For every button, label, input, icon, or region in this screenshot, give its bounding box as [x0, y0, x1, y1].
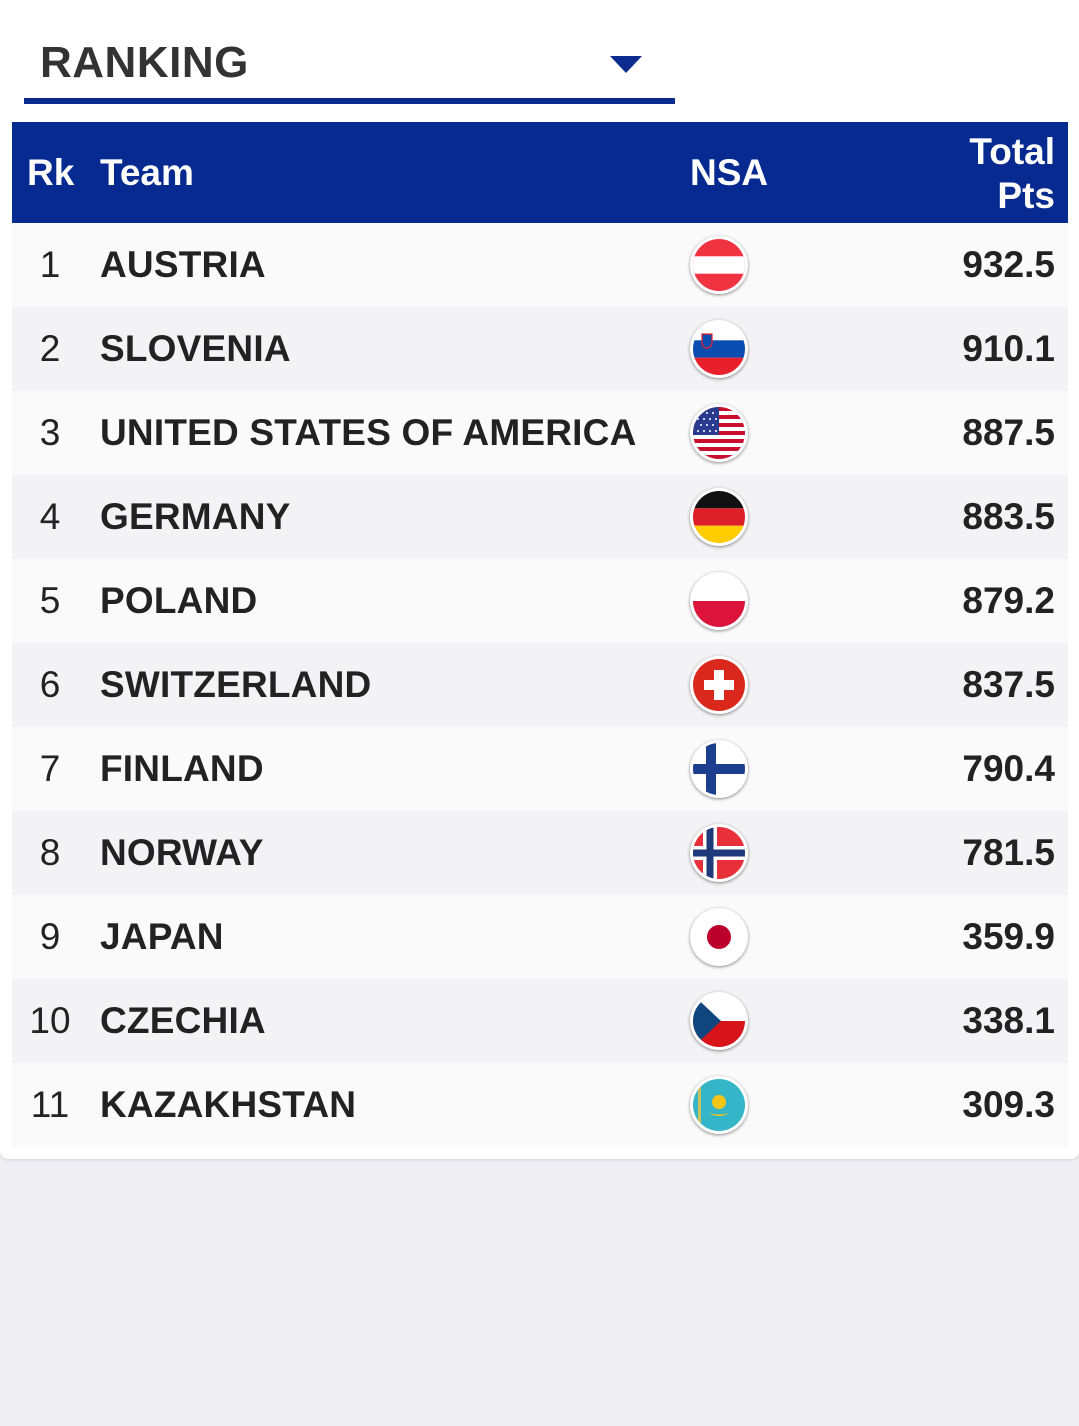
- ranking-card: RANKING Rk Team NSA Total Pts 1 AUSTRIA: [0, 0, 1079, 1159]
- table-row[interactable]: 11 KAZAKHSTAN 309.3: [12, 1063, 1068, 1147]
- header-total-pts[interactable]: Total Pts: [905, 130, 1055, 218]
- kazakhstan-flag-icon: [689, 1075, 749, 1135]
- germany-flag-icon: [689, 487, 749, 547]
- team-name[interactable]: GERMANY: [100, 496, 291, 537]
- points-cell: 309.3: [962, 1084, 1055, 1125]
- ranking-table: Rk Team NSA Total Pts 1 AUSTRIA 932.5: [12, 122, 1068, 1147]
- chevron-down-icon[interactable]: [610, 56, 642, 73]
- team-name[interactable]: SWITZERLAND: [100, 664, 372, 705]
- points-cell: 910.1: [962, 328, 1055, 369]
- table-row[interactable]: 10 CZECHIA 338.1: [12, 979, 1068, 1063]
- table-row[interactable]: 4 GERMANY 883.5: [12, 475, 1068, 559]
- points-cell: 883.5: [962, 496, 1055, 537]
- header-team[interactable]: Team: [100, 152, 194, 193]
- table-row[interactable]: 5 POLAND 879.2: [12, 559, 1068, 643]
- table-row[interactable]: 7 FINLAND 790.4: [12, 727, 1068, 811]
- rank-cell: 6: [39, 664, 61, 705]
- rank-cell: 9: [39, 916, 61, 957]
- rank-cell: 4: [39, 496, 61, 537]
- table-header: Rk Team NSA Total Pts: [12, 122, 1068, 223]
- rank-cell: 8: [39, 832, 61, 873]
- table-row[interactable]: 9 JAPAN 359.9: [12, 895, 1068, 979]
- team-name[interactable]: SLOVENIA: [100, 328, 291, 369]
- norway-flag-icon: [689, 823, 749, 883]
- points-cell: 837.5: [962, 664, 1055, 705]
- czechia-flag-icon: [689, 991, 749, 1051]
- header-total-line1: Total: [969, 131, 1055, 172]
- ranking-dropdown[interactable]: RANKING: [24, 20, 675, 104]
- team-name[interactable]: AUSTRIA: [100, 244, 266, 285]
- rank-cell: 3: [39, 412, 61, 453]
- slovenia-flag-icon: [689, 319, 749, 379]
- poland-flag-icon: [689, 571, 749, 631]
- points-cell: 359.9: [962, 916, 1055, 957]
- points-cell: 790.4: [962, 748, 1055, 789]
- rank-cell: 5: [39, 580, 61, 621]
- points-cell: 338.1: [962, 1000, 1055, 1041]
- header-rank[interactable]: Rk: [27, 152, 75, 193]
- dropdown-label: RANKING: [40, 38, 249, 87]
- table-row[interactable]: 6 SWITZERLAND 837.5: [12, 643, 1068, 727]
- usa-flag-icon: [689, 403, 749, 463]
- table-row[interactable]: 2 SLOVENIA 910.1: [12, 307, 1068, 391]
- team-name[interactable]: KAZAKHSTAN: [100, 1084, 357, 1125]
- rank-cell: 1: [39, 244, 61, 285]
- points-cell: 879.2: [962, 580, 1055, 621]
- table-row[interactable]: 8 NORWAY 781.5: [12, 811, 1068, 895]
- switzerland-flag-icon: [689, 655, 749, 715]
- team-name[interactable]: CZECHIA: [100, 1000, 266, 1041]
- points-cell: 932.5: [962, 244, 1055, 285]
- rank-cell: 11: [30, 1084, 70, 1125]
- table-row[interactable]: 3 UNITED STATES OF AMERICA: [12, 391, 1068, 475]
- team-name[interactable]: NORWAY: [100, 832, 264, 873]
- table-row[interactable]: 1 AUSTRIA 932.5: [12, 223, 1068, 307]
- rank-cell: 10: [29, 1000, 71, 1041]
- team-name[interactable]: UNITED STATES OF AMERICA: [100, 412, 637, 453]
- team-name[interactable]: POLAND: [100, 580, 258, 621]
- points-cell: 781.5: [962, 832, 1055, 873]
- header-nsa[interactable]: NSA: [690, 152, 769, 193]
- rank-cell: 7: [39, 748, 61, 789]
- points-cell: 887.5: [962, 412, 1055, 453]
- finland-flag-icon: [689, 739, 749, 799]
- header-total-line2: Pts: [997, 175, 1055, 216]
- austria-flag-icon: [689, 235, 749, 295]
- japan-flag-icon: [689, 907, 749, 967]
- team-name[interactable]: JAPAN: [100, 916, 224, 957]
- rank-cell: 2: [39, 328, 61, 369]
- team-name[interactable]: FINLAND: [100, 748, 264, 789]
